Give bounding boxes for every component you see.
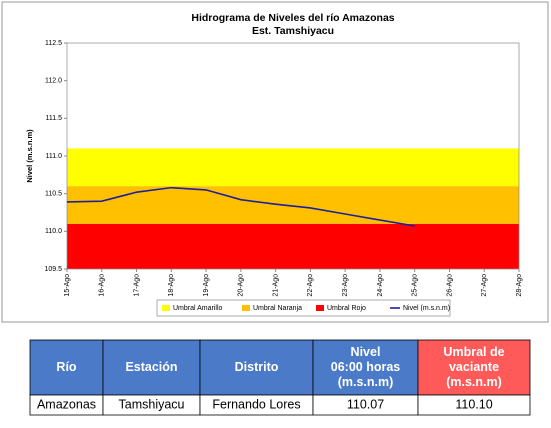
y-tick-label: 112.5 — [45, 40, 62, 47]
x-tick-label: 15-Ago — [64, 274, 71, 297]
x-tick-label: 20-Ago — [238, 274, 245, 297]
table-cell — [417, 394, 531, 416]
table-header-text: Nivel — [351, 345, 381, 359]
y-tick-label: 112.0 — [45, 78, 62, 85]
table-header-text: (m.s.n.m) — [338, 375, 394, 389]
table-header-cell — [29, 339, 104, 396]
x-tick-label: 28-Ago — [516, 274, 523, 297]
legend-swatch — [162, 305, 170, 311]
table-header-cell — [102, 339, 201, 396]
legend-box — [156, 299, 451, 317]
threshold-band — [67, 223, 519, 269]
table-cell-text: Fernando Lores — [212, 397, 300, 411]
chart-subtitle: Est. Tamshiyacu — [252, 25, 334, 37]
table-cell-text: 110.07 — [347, 397, 384, 411]
x-tick-label: 17-Ago — [133, 274, 140, 297]
x-tick-label: 18-Ago — [168, 274, 175, 297]
y-tick-label: 111.0 — [46, 153, 63, 160]
legend-label: Umbral Rojo — [327, 305, 366, 312]
threshold-band — [67, 186, 519, 224]
table-cell-text: Tamshiyacu — [119, 397, 185, 411]
table-header-text: Umbral de — [443, 345, 504, 359]
x-tick-label: 27-Ago — [481, 274, 488, 297]
x-tick-label: 16-Ago — [99, 274, 106, 297]
y-tick-label: 110.5 — [45, 191, 62, 198]
table-header-text: vaciante — [449, 360, 499, 374]
table-header-text: 06:00 horas — [331, 360, 401, 374]
level-line — [66, 186, 415, 227]
table-header-text: (m.s.n.m) — [446, 375, 502, 389]
x-tick-label: 23-Ago — [342, 274, 349, 297]
y-tick-label: 110.0 — [45, 228, 62, 235]
table-header-text: Estación — [125, 360, 177, 374]
legend-swatch — [316, 305, 324, 311]
chart-title: Hidrograma de Niveles del río Amazonas — [191, 12, 394, 24]
x-tick-label: 21-Ago — [272, 274, 279, 297]
x-tick-label: 22-Ago — [307, 274, 314, 297]
threshold-band — [67, 148, 519, 187]
table-header-text: Distrito — [235, 360, 279, 374]
x-tick-label: 19-Ago — [203, 274, 210, 297]
x-tick-label: 25-Ago — [412, 274, 419, 297]
legend-label: Nivel (m.s.n.m) — [403, 305, 450, 312]
y-axis-label: Nivel (m.s.n.m) — [25, 129, 34, 183]
y-tick-label: 111.5 — [46, 115, 63, 122]
table-header-cell — [312, 339, 419, 396]
table-header-text: Río — [56, 360, 77, 374]
legend-label: Umbral Naranja — [253, 305, 302, 312]
x-tick-label: 24-Ago — [377, 274, 384, 297]
y-tick-label: 109.5 — [44, 266, 62, 273]
legend-swatch — [242, 305, 250, 311]
table-cell-text: 110.10 — [455, 397, 492, 411]
table-header-cell — [417, 339, 531, 396]
legend-label: Umbral Amarillo — [173, 305, 223, 312]
table-cell-text: Amazonas — [37, 397, 96, 411]
x-tick-label: 26-Ago — [446, 274, 453, 297]
table-header-cell — [199, 339, 314, 396]
